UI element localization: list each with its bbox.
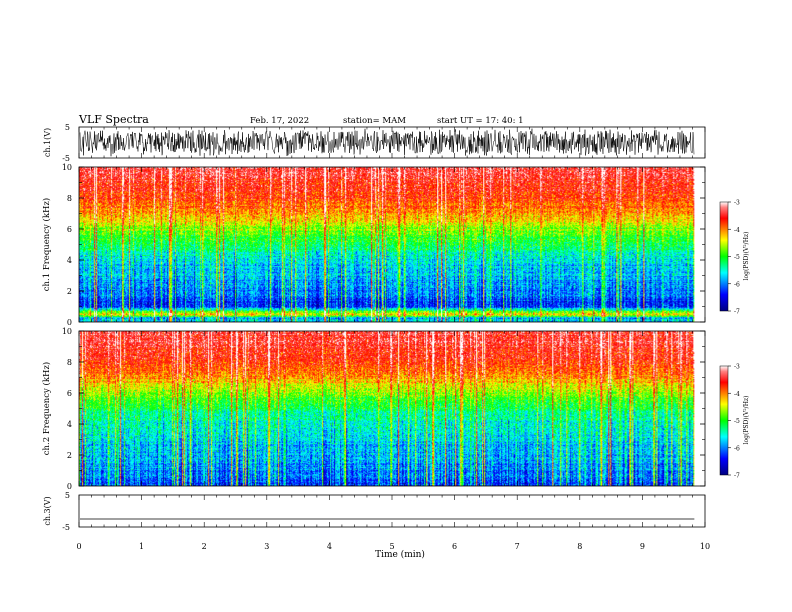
ch3-ytick-bottom: -5: [62, 523, 70, 532]
ch1-ytick-label: 0: [67, 318, 72, 327]
ch1-colorbar-gradient: [719, 201, 729, 312]
xtick-label: 5: [389, 542, 394, 551]
ch2-colorbar-gradient: [719, 365, 729, 476]
ch1-ytick-label: 8: [67, 194, 72, 203]
ch2-ytick-label: 6: [67, 389, 72, 398]
ch1-waveform-ylabel: ch.1(V): [43, 128, 52, 157]
start-time-label: start UT = 17: 40: 1: [437, 116, 524, 126]
ch2-colorbar: -3 -4 -5 -6 -7 log(PSD)(V²/Hz): [719, 364, 750, 480]
ch3-ytick-top: 5: [65, 491, 70, 500]
ch2-ytick-label: 0: [67, 482, 72, 491]
colorbar-tick-label: -3: [734, 200, 740, 207]
ch1-spectrogram-panel: 0 2 4 6 8 10 ch.1 Frequency (kHz): [41, 163, 706, 327]
xtick-label: 10: [700, 542, 710, 551]
xtick-label: 2: [202, 542, 207, 551]
xtick-label: 1: [139, 542, 144, 551]
xtick-label: 4: [327, 542, 332, 551]
xtick-label: 3: [264, 542, 269, 551]
time-axis-label: Time (min): [375, 549, 425, 560]
ch1-waveform-panel: 5 -5 ch.1(V): [43, 123, 706, 163]
ch1-ytick-label: 4: [67, 256, 72, 265]
ch1-ytick-label: 6: [67, 225, 72, 234]
ch2-colorbar-label: log(PSD)(V²/Hz): [743, 396, 750, 445]
ch1-ytick-label: 2: [67, 287, 72, 296]
ch2-spectrogram-image: [79, 331, 695, 486]
xtick-label: 8: [577, 542, 582, 551]
colorbar-tick-label: -7: [734, 473, 740, 480]
colorbar-tick-label: -4: [734, 391, 740, 398]
ch2-spectrogram-panel: 0 2 4 6 8 10 ch.2 Frequency (kHz): [41, 327, 706, 491]
ch2-channel-label: ch.2 Frequency (kHz): [41, 362, 52, 455]
xtick-label: 9: [640, 542, 645, 551]
ch1-ytick-label: 10: [62, 163, 72, 172]
colorbar-tick-label: -7: [734, 309, 740, 316]
station-label: station= MAM: [343, 116, 406, 126]
ch1-channel-label: ch.1 Frequency (kHz): [41, 198, 52, 291]
ch2-ytick-label: 4: [67, 420, 72, 429]
ch2-ytick-label: 10: [62, 327, 72, 336]
colorbar-tick-label: -6: [734, 445, 740, 452]
ch3-waveform-ylabel: ch.3(V): [43, 496, 52, 525]
ch1-colorbar: -3 -4 -5 -6 -7 log(PSD)(V²/Hz): [719, 200, 750, 316]
ch2-ytick-label: 8: [67, 358, 72, 367]
ch2-ytick-label: 2: [67, 451, 72, 460]
xtick-label: 6: [452, 542, 457, 551]
xtick-label: 0: [76, 542, 81, 551]
ch1-ytick-top: 5: [65, 123, 70, 132]
figure-title: VLF Spectra: [78, 113, 149, 126]
ch1-ytick-bottom: -5: [62, 154, 70, 163]
colorbar-tick-label: -5: [734, 418, 740, 425]
colorbar-tick-label: -4: [734, 227, 740, 234]
ch3-waveform-panel: 5 -5 ch.3(V): [43, 491, 706, 532]
time-axis: 0 1 2 3 4 5 6 7 8 9 10: [76, 127, 710, 551]
xtick-label: 7: [515, 542, 520, 551]
colorbar-tick-label: -3: [734, 364, 740, 371]
ch1-waveform-trace: [79, 128, 695, 157]
ch1-colorbar-label: log(PSD)(V²/Hz): [743, 232, 750, 281]
colorbar-tick-label: -5: [734, 254, 740, 261]
colorbar-tick-label: -6: [734, 281, 740, 288]
date-label: Feb. 17, 2022: [250, 116, 309, 126]
ch1-spectrogram-image: [79, 167, 695, 322]
